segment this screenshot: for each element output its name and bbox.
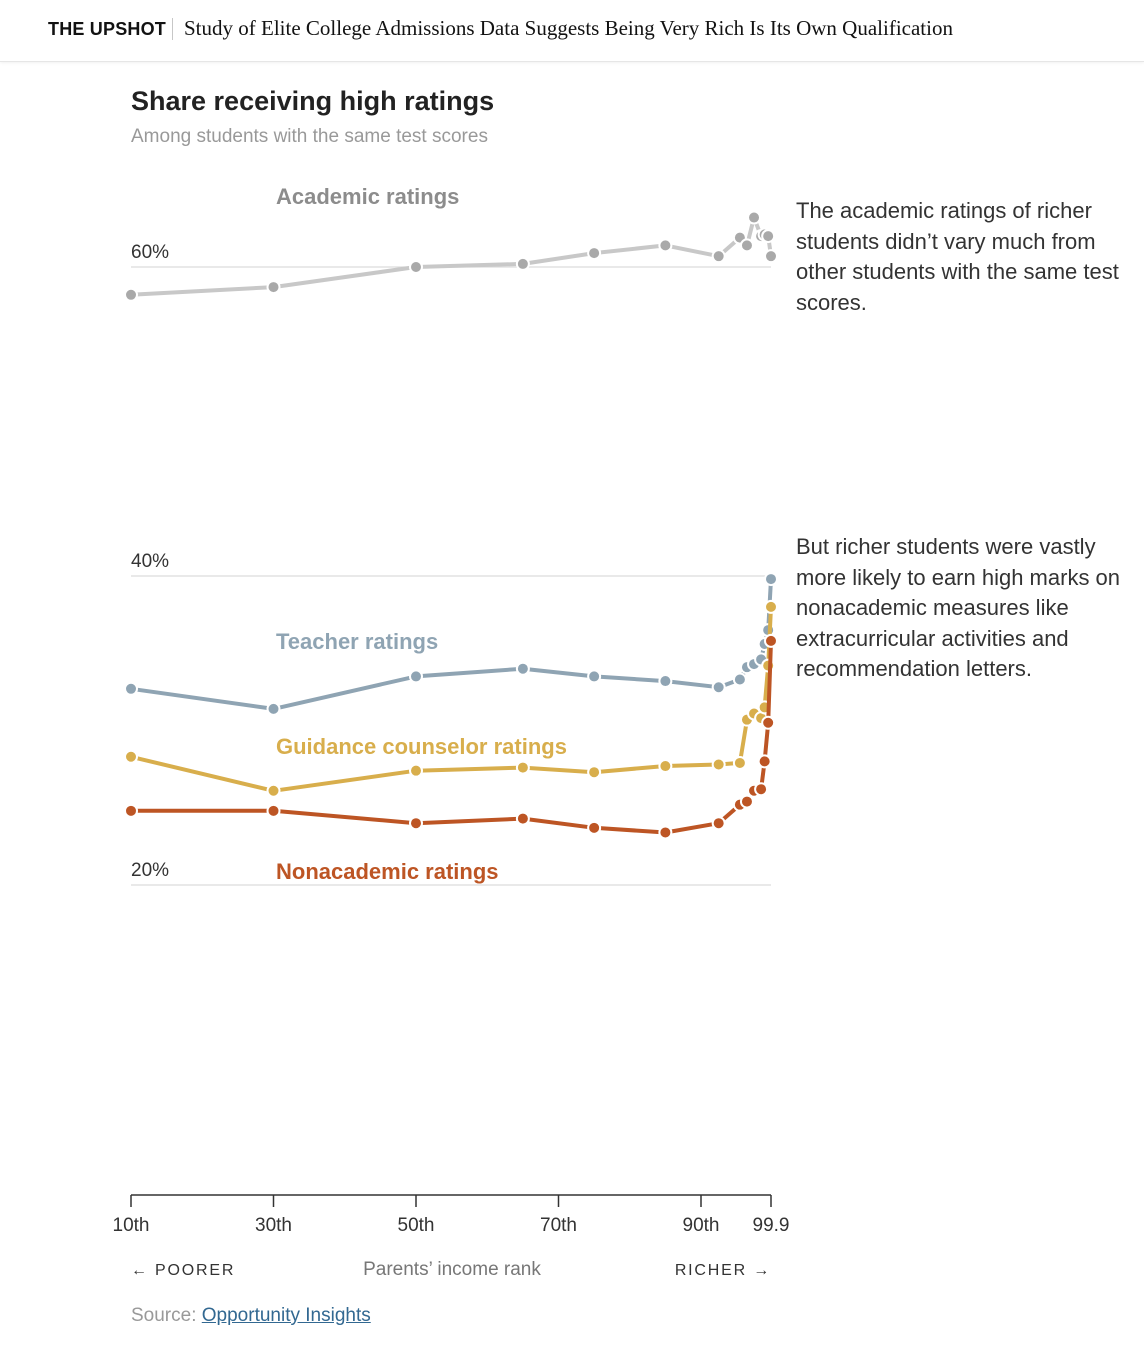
series-label: Academic ratings bbox=[276, 184, 459, 209]
data-point[interactable] bbox=[711, 680, 726, 695]
x-tick-label: 10th bbox=[113, 1215, 150, 1236]
data-point[interactable] bbox=[266, 701, 281, 716]
source-note: Source: Opportunity Insights bbox=[131, 1305, 371, 1327]
data-point[interactable] bbox=[409, 763, 423, 778]
data-point[interactable] bbox=[515, 760, 530, 775]
data-point[interactable] bbox=[711, 816, 726, 831]
data-point[interactable] bbox=[711, 249, 726, 264]
data-point[interactable] bbox=[764, 249, 778, 264]
data-point[interactable] bbox=[515, 661, 530, 676]
data-point[interactable] bbox=[658, 825, 673, 840]
y-tick-label: 20% bbox=[131, 860, 169, 881]
series-label: Guidance counselor ratings bbox=[276, 734, 567, 759]
data-point[interactable] bbox=[266, 803, 281, 818]
gridlines: 60% 40% 20% bbox=[131, 242, 771, 886]
data-point[interactable] bbox=[764, 633, 778, 648]
annotation-nonacademic: But richer students were vastly more lik… bbox=[796, 534, 1121, 681]
data-point[interactable] bbox=[124, 749, 138, 764]
series-label: Nonacademic ratings bbox=[276, 859, 499, 884]
series-line bbox=[129, 215, 773, 297]
source-link[interactable]: Opportunity Insights bbox=[201, 1305, 371, 1326]
series-lines bbox=[124, 210, 778, 840]
data-point[interactable] bbox=[757, 754, 772, 769]
data-point[interactable] bbox=[124, 803, 138, 818]
data-point[interactable] bbox=[732, 755, 747, 770]
data-point[interactable] bbox=[124, 287, 138, 302]
data-point[interactable] bbox=[587, 820, 602, 835]
data-point[interactable] bbox=[658, 238, 673, 253]
data-point[interactable] bbox=[587, 246, 602, 261]
x-tick-label: 50th bbox=[398, 1215, 435, 1236]
data-point[interactable] bbox=[124, 681, 138, 696]
data-point[interactable] bbox=[515, 256, 530, 271]
x-tick-label: 99.9 bbox=[753, 1215, 790, 1236]
x-tick-label: 70th bbox=[540, 1215, 577, 1236]
header-divider bbox=[172, 18, 173, 40]
data-point[interactable] bbox=[409, 669, 423, 684]
page-header: THE UPSHOT Study of Elite College Admiss… bbox=[0, 0, 1144, 62]
x-axis-title: Parents’ income rank bbox=[363, 1259, 541, 1280]
data-point[interactable] bbox=[761, 715, 776, 730]
data-point[interactable] bbox=[658, 759, 673, 774]
data-point[interactable] bbox=[515, 811, 530, 826]
data-point[interactable] bbox=[754, 782, 769, 797]
data-point[interactable] bbox=[747, 210, 762, 225]
y-tick-label: 60% bbox=[131, 242, 169, 263]
x-tick-label: 90th bbox=[683, 1215, 720, 1236]
section-name[interactable]: THE UPSHOT bbox=[48, 19, 167, 39]
data-point[interactable] bbox=[658, 674, 673, 689]
data-point[interactable] bbox=[587, 765, 602, 780]
data-point[interactable] bbox=[739, 794, 754, 809]
series-label: Teacher ratings bbox=[276, 629, 438, 654]
data-point[interactable] bbox=[732, 672, 747, 687]
series-line bbox=[129, 577, 773, 711]
data-point[interactable] bbox=[266, 783, 281, 798]
series-line bbox=[129, 604, 773, 793]
series-labels: Academic ratings Teacher ratings Guidance … bbox=[276, 184, 567, 884]
data-point[interactable] bbox=[764, 572, 778, 587]
chart-title: Share receiving high ratings bbox=[131, 86, 495, 116]
richer-direction-label: RICHER → bbox=[675, 1262, 771, 1279]
x-axis: 10th 30th 50th 70th 90th 99.9 ← POORER RICHER →… bbox=[113, 1194, 790, 1280]
y-tick-label: 40% bbox=[131, 551, 169, 572]
annotation-academic: The academic ratings of richer students … bbox=[796, 198, 1119, 315]
data-point[interactable] bbox=[761, 229, 776, 244]
chart-subtitle: Among students with the same test scores bbox=[131, 126, 488, 147]
poorer-direction-label: ← POORER bbox=[131, 1262, 235, 1279]
data-point[interactable] bbox=[764, 599, 778, 614]
data-point[interactable] bbox=[266, 280, 281, 295]
x-tick-label: 30th bbox=[255, 1215, 292, 1236]
source-prefix: Source: bbox=[131, 1305, 202, 1326]
data-point[interactable] bbox=[587, 669, 602, 684]
data-point[interactable] bbox=[711, 757, 726, 772]
data-point[interactable] bbox=[409, 816, 423, 831]
data-point[interactable] bbox=[739, 238, 754, 253]
article-headline[interactable]: Study of Elite College Admissions Data S… bbox=[184, 16, 953, 40]
data-point[interactable] bbox=[409, 260, 423, 274]
